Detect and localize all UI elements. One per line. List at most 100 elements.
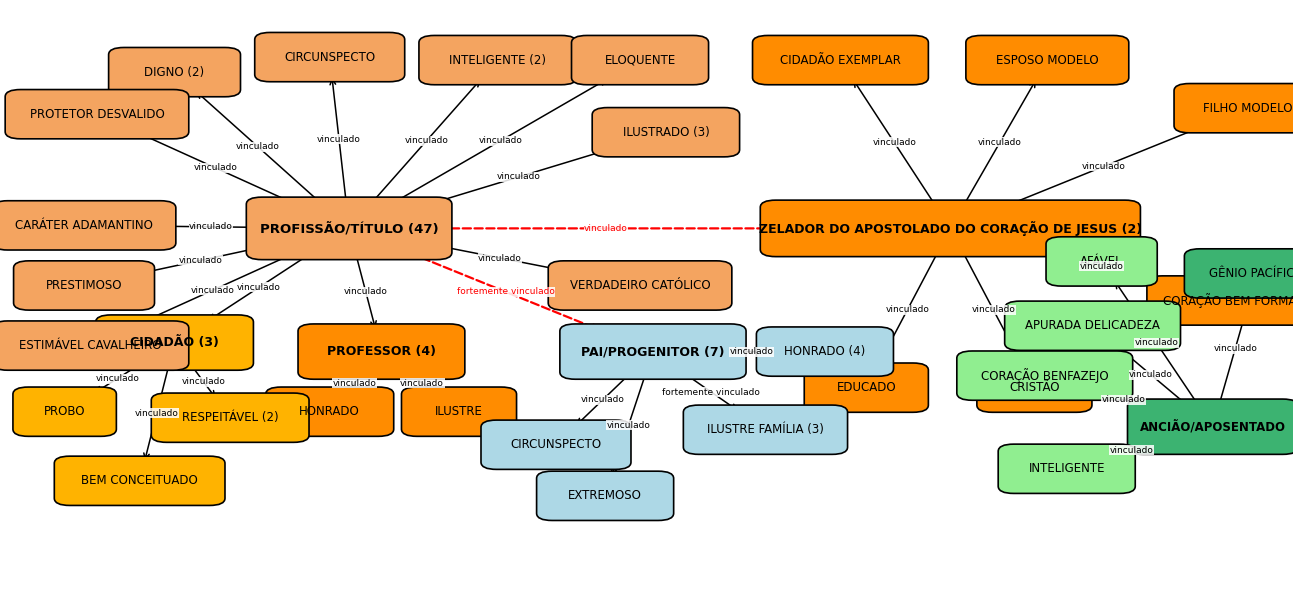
Text: CIDADÃO (3): CIDADÃO (3) bbox=[131, 336, 219, 349]
FancyBboxPatch shape bbox=[760, 200, 1140, 257]
FancyBboxPatch shape bbox=[537, 471, 674, 520]
FancyBboxPatch shape bbox=[109, 47, 240, 97]
FancyBboxPatch shape bbox=[966, 35, 1129, 85]
Text: vinculado: vinculado bbox=[181, 377, 225, 386]
Text: FILHO MODELO: FILHO MODELO bbox=[1202, 102, 1293, 115]
Text: INTELIGENTE (2): INTELIGENTE (2) bbox=[449, 53, 547, 67]
FancyBboxPatch shape bbox=[684, 405, 848, 454]
FancyBboxPatch shape bbox=[0, 201, 176, 250]
Text: ILUSTRE: ILUSTRE bbox=[434, 405, 484, 418]
Text: APURADA DELICADEZA: APURADA DELICADEZA bbox=[1025, 319, 1160, 332]
Text: ELOQUENTE: ELOQUENTE bbox=[604, 53, 676, 67]
Text: CRISTÃO: CRISTÃO bbox=[1009, 381, 1060, 394]
FancyBboxPatch shape bbox=[266, 387, 393, 436]
Text: vinculado: vinculado bbox=[317, 135, 361, 144]
Text: HONRADO: HONRADO bbox=[300, 405, 359, 418]
FancyBboxPatch shape bbox=[0, 321, 189, 370]
FancyBboxPatch shape bbox=[756, 327, 893, 376]
FancyBboxPatch shape bbox=[5, 90, 189, 139]
Text: vinculado: vinculado bbox=[478, 254, 522, 263]
Text: vinculado: vinculado bbox=[478, 136, 522, 145]
Text: vinculado: vinculado bbox=[581, 395, 625, 404]
FancyBboxPatch shape bbox=[978, 363, 1091, 412]
Text: PROFISSÃO/TÍTULO (47): PROFISSÃO/TÍTULO (47) bbox=[260, 222, 438, 235]
Text: CIDADÃO EXEMPLAR: CIDADÃO EXEMPLAR bbox=[780, 53, 901, 67]
Text: RESPEITÁVEL (2): RESPEITÁVEL (2) bbox=[182, 411, 278, 424]
Text: ESPOSO MODELO: ESPOSO MODELO bbox=[996, 53, 1099, 67]
Text: CORAÇÃO BEM FORMADO: CORAÇÃO BEM FORMADO bbox=[1162, 293, 1293, 308]
Text: EXTREMOSO: EXTREMOSO bbox=[568, 489, 643, 502]
FancyBboxPatch shape bbox=[54, 456, 225, 505]
FancyBboxPatch shape bbox=[592, 108, 740, 157]
Text: fortemente vinculado: fortemente vinculado bbox=[662, 388, 760, 397]
Text: vinculado: vinculado bbox=[237, 283, 281, 291]
Text: vinculado: vinculado bbox=[978, 138, 1021, 147]
Text: vinculado: vinculado bbox=[134, 409, 178, 418]
FancyBboxPatch shape bbox=[548, 261, 732, 310]
FancyBboxPatch shape bbox=[572, 35, 709, 85]
Text: ILUSTRE FAMÍLIA (3): ILUSTRE FAMÍLIA (3) bbox=[707, 423, 824, 436]
Text: ILUSTRADO (3): ILUSTRADO (3) bbox=[622, 126, 710, 139]
Text: vinculado: vinculado bbox=[584, 224, 628, 233]
FancyBboxPatch shape bbox=[560, 324, 746, 379]
FancyBboxPatch shape bbox=[1005, 301, 1181, 350]
FancyBboxPatch shape bbox=[96, 315, 253, 370]
Text: ZELADOR DO APOSTOLADO DO CORAÇÃO DE JESUS (2): ZELADOR DO APOSTOLADO DO CORAÇÃO DE JESU… bbox=[759, 221, 1142, 236]
Text: ANCIÃO/APOSENTADO: ANCIÃO/APOSENTADO bbox=[1140, 420, 1285, 433]
Text: vinculado: vinculado bbox=[729, 347, 773, 356]
FancyBboxPatch shape bbox=[804, 363, 928, 412]
FancyBboxPatch shape bbox=[1184, 249, 1293, 298]
Text: vinculado: vinculado bbox=[189, 222, 233, 231]
FancyBboxPatch shape bbox=[255, 32, 405, 82]
FancyBboxPatch shape bbox=[419, 35, 577, 85]
FancyBboxPatch shape bbox=[297, 324, 465, 379]
FancyBboxPatch shape bbox=[151, 393, 309, 442]
FancyBboxPatch shape bbox=[957, 351, 1133, 400]
FancyBboxPatch shape bbox=[246, 197, 453, 260]
Text: VERDADEIRO CATÓLICO: VERDADEIRO CATÓLICO bbox=[570, 279, 710, 292]
Text: vinculado: vinculado bbox=[497, 172, 540, 182]
Text: vinculado: vinculado bbox=[194, 163, 238, 172]
Text: PAI/PROGENITOR (7): PAI/PROGENITOR (7) bbox=[582, 345, 724, 358]
Text: BEM CONCEITUADO: BEM CONCEITUADO bbox=[81, 474, 198, 487]
Text: GÊNIO PACÍFICO: GÊNIO PACÍFICO bbox=[1209, 267, 1293, 280]
Text: PRESTIMOSO: PRESTIMOSO bbox=[45, 279, 123, 292]
Text: ESTIMÁVEL CAVALHEIRO: ESTIMÁVEL CAVALHEIRO bbox=[19, 339, 162, 352]
Text: vinculado: vinculado bbox=[178, 256, 222, 265]
Text: vinculado: vinculado bbox=[886, 305, 930, 314]
Text: EDUCADO: EDUCADO bbox=[837, 381, 896, 394]
Text: vinculado: vinculado bbox=[1213, 344, 1257, 353]
Text: vinculado: vinculado bbox=[96, 374, 140, 383]
Text: fortemente vinculado: fortemente vinculado bbox=[456, 287, 555, 296]
FancyBboxPatch shape bbox=[1147, 276, 1293, 325]
Text: vinculado: vinculado bbox=[1134, 338, 1178, 347]
FancyBboxPatch shape bbox=[998, 444, 1135, 493]
Text: vinculado: vinculado bbox=[971, 305, 1015, 314]
FancyBboxPatch shape bbox=[13, 261, 155, 310]
Text: PROFESSOR (4): PROFESSOR (4) bbox=[327, 345, 436, 358]
FancyBboxPatch shape bbox=[401, 387, 517, 436]
Text: vinculado: vinculado bbox=[1109, 446, 1153, 455]
Text: CIRCUNSPECTO: CIRCUNSPECTO bbox=[511, 438, 601, 451]
Text: vinculado: vinculado bbox=[405, 136, 449, 145]
Text: vinculado: vinculado bbox=[1102, 395, 1146, 404]
Text: vinculado: vinculado bbox=[344, 287, 388, 296]
Text: vinculado: vinculado bbox=[606, 421, 650, 430]
Text: vinculado: vinculado bbox=[1080, 262, 1124, 270]
Text: vinculado: vinculado bbox=[237, 142, 281, 151]
Text: CIRCUNSPECTO: CIRCUNSPECTO bbox=[284, 50, 375, 64]
Text: DIGNO (2): DIGNO (2) bbox=[145, 66, 204, 79]
Text: PROBO: PROBO bbox=[44, 405, 85, 418]
Text: CORAÇÃO BENFAZEJO: CORAÇÃO BENFAZEJO bbox=[981, 368, 1108, 383]
FancyBboxPatch shape bbox=[753, 35, 928, 85]
Text: vinculado: vinculado bbox=[190, 286, 234, 294]
Text: HONRADO (4): HONRADO (4) bbox=[785, 345, 865, 358]
Text: vinculado: vinculado bbox=[332, 379, 376, 388]
FancyBboxPatch shape bbox=[1174, 84, 1293, 133]
Text: vinculado: vinculado bbox=[873, 138, 917, 147]
Text: vinculado: vinculado bbox=[1129, 370, 1173, 379]
FancyBboxPatch shape bbox=[1046, 237, 1157, 286]
Text: PROTETOR DESVALIDO: PROTETOR DESVALIDO bbox=[30, 108, 164, 121]
Text: vinculado: vinculado bbox=[401, 379, 443, 388]
Text: INTELIGENTE: INTELIGENTE bbox=[1028, 462, 1106, 475]
